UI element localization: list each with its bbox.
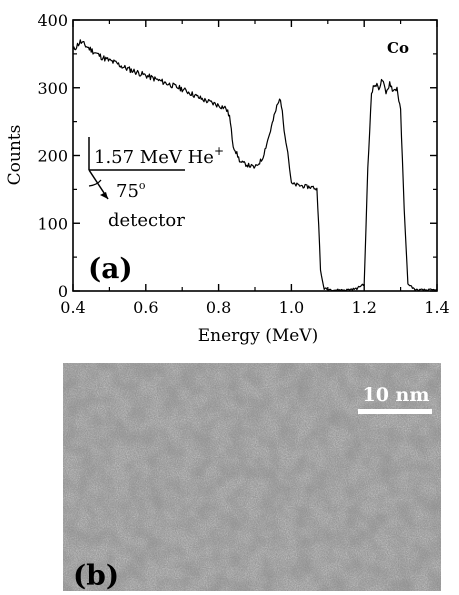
rbs-spectrum-chart: 0.4 0.6 0.8 1.0 1.2 1.4 0 100 200 300 400 Counts E… xyxy=(5,11,450,345)
x-tick-label: 0.4 xyxy=(60,298,85,317)
y-tick-label: 300 xyxy=(37,79,68,98)
x-tick-label: 1.0 xyxy=(279,298,304,317)
beam-text: 1.57 MeV He xyxy=(94,147,214,168)
y-tick-label: 100 xyxy=(37,214,68,233)
panel-a-label: (a) xyxy=(88,252,133,285)
detector-label: detector xyxy=(108,210,185,231)
beam-label: 1.57 MeV He+ xyxy=(94,144,224,168)
x-tick-label: 0.6 xyxy=(133,298,158,317)
x-axis-title: Energy (MeV) xyxy=(198,326,318,345)
geometry-inset: 1.57 MeV He+ 75o detector xyxy=(88,137,224,231)
tem-image: 10 nm (b) xyxy=(63,363,441,591)
panel-b-label: (b) xyxy=(73,559,119,591)
x-tick-label: 0.8 xyxy=(206,298,231,317)
tem-micrograph: 10 nm (b) xyxy=(63,363,441,591)
angle-value: 75 xyxy=(116,181,139,202)
angle-degree: o xyxy=(139,179,146,192)
scale-bar-label: 10 nm xyxy=(363,384,430,406)
tick-marks xyxy=(72,19,438,292)
y-tick-label: 0 xyxy=(58,282,68,301)
scale-bar xyxy=(358,409,432,414)
tick-labels: 0.4 0.6 0.8 1.0 1.2 1.4 0 100 200 300 400 xyxy=(37,11,449,317)
spectrum-line xyxy=(72,39,438,292)
y-tick-label: 400 xyxy=(37,11,68,30)
y-axis-title: Counts xyxy=(5,125,25,186)
x-tick-label: 1.2 xyxy=(351,298,376,317)
angle-arc xyxy=(88,179,102,187)
y-tick-label: 200 xyxy=(37,147,68,166)
angle-label: 75o xyxy=(116,179,146,202)
spectrum-series xyxy=(72,39,438,292)
beam-superscript: + xyxy=(214,144,224,158)
x-tick-label: 1.4 xyxy=(424,298,449,317)
co-peak-label: Co xyxy=(387,39,409,57)
detector-arrowhead xyxy=(100,192,108,199)
tem-particle-contrast xyxy=(63,363,441,591)
